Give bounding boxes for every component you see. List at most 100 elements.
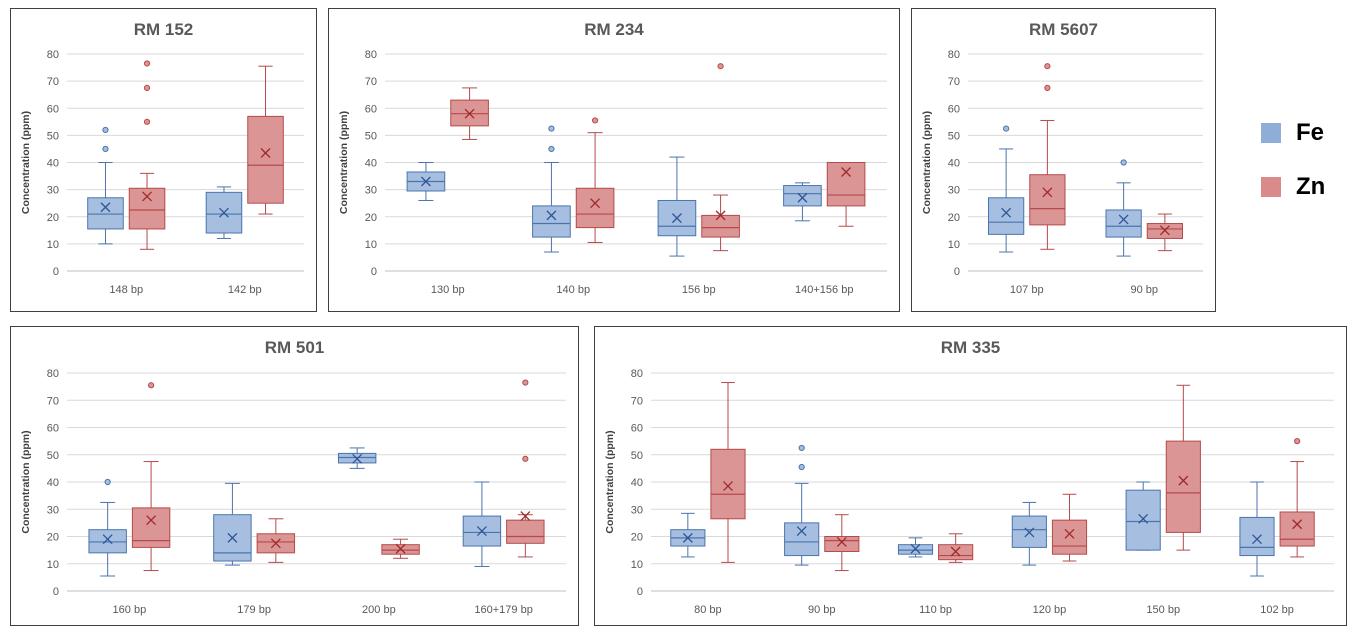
mean-marker [1001,207,1012,218]
y-tick-label: 70 [948,76,960,88]
mean-marker [546,210,557,221]
x-tick-label: 90 bp [1130,284,1158,296]
y-tick-label: 60 [47,103,59,115]
outlier-point [102,126,109,134]
legend-swatch-fe [1260,122,1282,144]
legend-label-fe: Fe [1296,119,1325,146]
outlier-point [147,382,155,389]
box-fe [88,478,127,577]
chart-panel-rm-5607: RM 5607 Concentration (ppm) 0 10 20 30 40 50 60 7… [911,8,1216,312]
outlier-point [102,145,109,153]
x-tick-label: 120 bp [1033,604,1067,616]
box-zn [450,87,489,140]
x-tick-label: 179 bp [237,604,271,616]
box-iqr [1051,519,1088,555]
y-tick-label: 50 [47,130,59,142]
box-fe [462,481,502,567]
chart-svg: RM 5607 Concentration (ppm) 0 10 20 30 40 50 60 7… [921,20,1203,296]
box-fe [1239,481,1275,577]
y-tick-label: 80 [948,49,960,61]
box-zn [247,65,284,215]
y-tick-label: 50 [948,130,960,142]
box-iqr [1125,489,1161,551]
box-fe [897,537,934,558]
box-iqr [87,197,124,230]
mean-marker [352,453,363,464]
y-tick-label: 50 [365,130,377,142]
box-iqr [532,205,571,238]
y-tick-label: 70 [365,76,377,88]
outlier-point [522,455,529,462]
outlier-point [1044,63,1051,70]
outlier-point [798,463,805,471]
x-tick-label: 110 bp [919,604,952,616]
box-fe [783,182,822,222]
mean-marker [1024,527,1035,538]
box-zn [131,382,171,572]
box-iqr [575,187,615,229]
x-tick-label: 80 bp [694,604,722,616]
box-iqr [131,507,171,548]
legend-swatch-zn [1260,176,1282,198]
x-tick-label: 148 bp [109,284,143,296]
box-zn [1165,384,1201,551]
box-fe [213,482,252,566]
y-tick-label: 60 [47,423,59,435]
box-zn [381,538,420,559]
x-tick-label: 130 bp [431,284,465,296]
mean-marker [219,207,229,218]
box-zn [938,533,974,563]
y-tick-label: 0 [637,586,643,598]
mean-marker [1042,187,1053,198]
box-fe [670,512,706,558]
box-zn [710,382,746,563]
box-iqr [701,214,740,238]
chart-title: RM 234 [584,20,644,39]
outlier-point [717,63,724,70]
y-tick-label: 80 [47,368,59,380]
y-tick-label: 10 [47,559,59,571]
y-tick-label: 30 [631,504,643,516]
outlier-point [1044,84,1051,92]
box-zn [256,518,296,563]
box-zn [1029,63,1066,250]
y-tick-label: 0 [371,266,377,278]
chart-legend: Fe Zn [1240,118,1340,208]
box-fe [1125,481,1161,551]
box-iqr [1239,516,1275,557]
chart-panel-rm-335: RM 335 Concentration (ppm) 0 10 20 30 40 50 60 70… [594,326,1347,626]
box-zn [575,117,615,244]
mean-marker [520,511,531,522]
mean-marker [671,213,682,224]
box-zn [506,379,545,558]
mean-marker [682,532,693,543]
outlier-point [548,125,555,132]
y-tick-label: 80 [631,368,643,380]
mean-marker [723,481,733,492]
mean-marker [1178,475,1189,486]
box-fe [1105,159,1142,257]
chart-title: RM 152 [134,20,194,39]
mean-marker [102,534,113,545]
x-tick-label: 102 bp [1260,604,1294,616]
y-tick-label: 0 [53,586,59,598]
box-iqr [784,522,820,557]
outlier-point [1003,125,1010,132]
y-tick-label: 80 [47,49,59,61]
box-iqr [506,519,545,544]
x-tick-label: 160+179 bp [474,604,532,616]
y-axis-label: Concentration (ppm) [604,430,616,533]
mean-marker [476,526,487,537]
mean-marker [950,546,961,557]
box-iqr [1029,174,1066,226]
outlier-point [591,117,599,124]
mean-marker [142,191,152,202]
outlier-point [104,478,111,486]
y-tick-label: 0 [954,266,960,278]
y-tick-label: 70 [631,395,643,407]
y-tick-label: 40 [631,477,643,489]
box-fe [406,162,446,201]
x-tick-label: 200 bp [362,604,396,616]
x-tick-label: 150 bp [1146,604,1180,616]
box-iqr [988,197,1025,235]
